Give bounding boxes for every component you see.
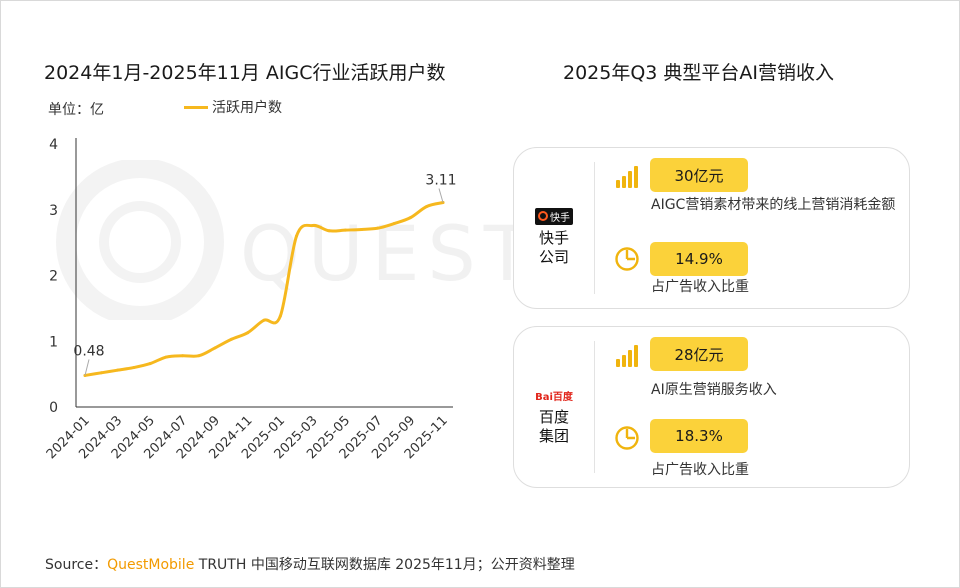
company-kuaishou: 快手 快手 公司 (514, 206, 594, 267)
card-kuaishou: 快手 快手 公司 30亿元 AIGC营销素材带来的线上营销消耗金额 14.9% … (513, 147, 910, 309)
data-point (376, 226, 380, 230)
company-name: 快手 公司 (538, 229, 569, 266)
source-note: Source：QuestMobile TRUTH 中国移动互联网数据库 2025… (45, 554, 575, 574)
pie-chart-icon (615, 247, 639, 271)
data-point (311, 224, 315, 228)
data-point (181, 354, 185, 358)
data-label-leader (84, 359, 90, 376)
chart-legend: 活跃用户数 (184, 97, 282, 117)
card-divider (594, 162, 595, 294)
data-point (132, 366, 136, 370)
y-tick-label: 4 (49, 137, 58, 153)
data-point (262, 318, 266, 322)
data-point (343, 228, 347, 232)
data-label: 3.11 (425, 173, 456, 189)
y-tick-label: 3 (49, 203, 58, 219)
unit-label: 单位：亿 (48, 102, 104, 118)
source-brand: QuestMobile (107, 557, 195, 573)
kuaishou-logo: 快手 (535, 207, 573, 225)
company-baidu: Bai百度 百度 集团 (514, 385, 594, 446)
baidu-logo: Bai百度 (535, 392, 573, 403)
company-name: 百度 集团 (538, 408, 569, 445)
data-point (278, 314, 282, 318)
data-point (408, 216, 412, 220)
data-point (148, 362, 152, 366)
data-point (116, 368, 120, 372)
data-label: 0.48 (73, 343, 104, 359)
data-point (246, 331, 250, 335)
series-line-active-users (83, 201, 445, 377)
ratio-value-pill: 18.3% (650, 419, 748, 453)
data-point (213, 346, 217, 350)
metric-description: AI原生营销服务收入 (651, 382, 777, 398)
metric-value-pill: 28亿元 (650, 337, 748, 371)
data-point (425, 204, 429, 208)
data-point (197, 354, 201, 358)
line-chart: 012342024-012024-032024-052024-072024-09… (44, 137, 457, 462)
card-divider (594, 341, 595, 473)
metric-description: AIGC营销素材带来的线上营销消耗金额 (651, 197, 896, 213)
legend-line-swatch (184, 105, 208, 109)
bar-chart-icon (616, 166, 638, 188)
legend-label: 活跃用户数 (212, 100, 282, 116)
y-tick-label: 0 (49, 400, 58, 416)
ratio-value-pill: 14.9% (650, 242, 748, 276)
bar-chart-icon (616, 345, 638, 367)
y-tick-label: 1 (49, 334, 58, 350)
left-chart-title: 2024年1月-2025年11月 AIGC行业活跃用户数 (44, 62, 446, 84)
data-point (164, 355, 168, 359)
source-prefix: Source： (45, 557, 108, 573)
y-tick-label: 2 (49, 269, 58, 285)
data-point (229, 337, 233, 341)
ratio-description: 占广告收入比重 (651, 462, 749, 478)
metric-value-pill: 30亿元 (650, 158, 748, 192)
data-point (392, 222, 396, 226)
data-label-leader (438, 188, 444, 203)
source-text: TRUTH 中国移动互联网数据库 2025年11月；公开资料整理 (194, 557, 575, 573)
data-point (327, 229, 331, 233)
data-point (360, 227, 364, 231)
card-baidu: Bai百度 百度 集团 28亿元 AI原生营销服务收入 18.3% 占广告收入比… (513, 326, 910, 488)
data-point (99, 371, 103, 375)
right-panel-title: 2025年Q3 典型平台AI营销收入 (563, 62, 835, 84)
ratio-description: 占广告收入比重 (651, 279, 749, 295)
data-point (295, 234, 299, 238)
pie-chart-icon (615, 426, 639, 450)
